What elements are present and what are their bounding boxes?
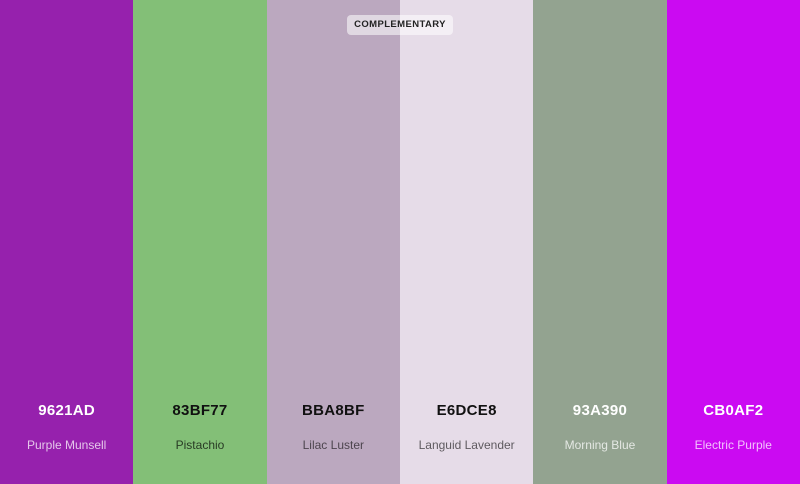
- swatch-morning-blue[interactable]: 93A390 Morning Blue: [533, 0, 667, 484]
- swatch-color-name: Morning Blue: [564, 438, 636, 452]
- swatch-color-name: Electric Purple: [694, 438, 772, 452]
- palette-type-badge: COMPLEMENTARY: [347, 15, 453, 35]
- swatch-hex-code[interactable]: 93A390: [572, 402, 628, 419]
- swatch-languid-lavender[interactable]: E6DCE8 Languid Lavender: [399, 0, 534, 484]
- swatch-purple-munsell[interactable]: 9621AD Purple Munsell: [0, 0, 134, 484]
- swatch-color-name: Pistachio: [175, 438, 225, 452]
- swatch-electric-purple[interactable]: CB0AF2 Electric Purple: [666, 0, 800, 484]
- swatch-hex-code[interactable]: 9621AD: [38, 402, 96, 419]
- swatch-hex-code[interactable]: BBA8BF: [302, 402, 365, 419]
- swatch-lilac-luster[interactable]: BBA8BF Lilac Luster: [266, 0, 400, 484]
- swatch-hex-code[interactable]: E6DCE8: [436, 402, 497, 419]
- swatch-hex-code[interactable]: 83BF77: [172, 402, 228, 419]
- swatch-hex-code[interactable]: CB0AF2: [703, 402, 764, 419]
- swatch-color-name: Purple Munsell: [26, 438, 107, 452]
- swatch-color-name: Languid Lavender: [418, 438, 515, 452]
- swatch-pistachio[interactable]: 83BF77 Pistachio: [133, 0, 267, 484]
- swatch-color-name: Lilac Luster: [302, 438, 364, 452]
